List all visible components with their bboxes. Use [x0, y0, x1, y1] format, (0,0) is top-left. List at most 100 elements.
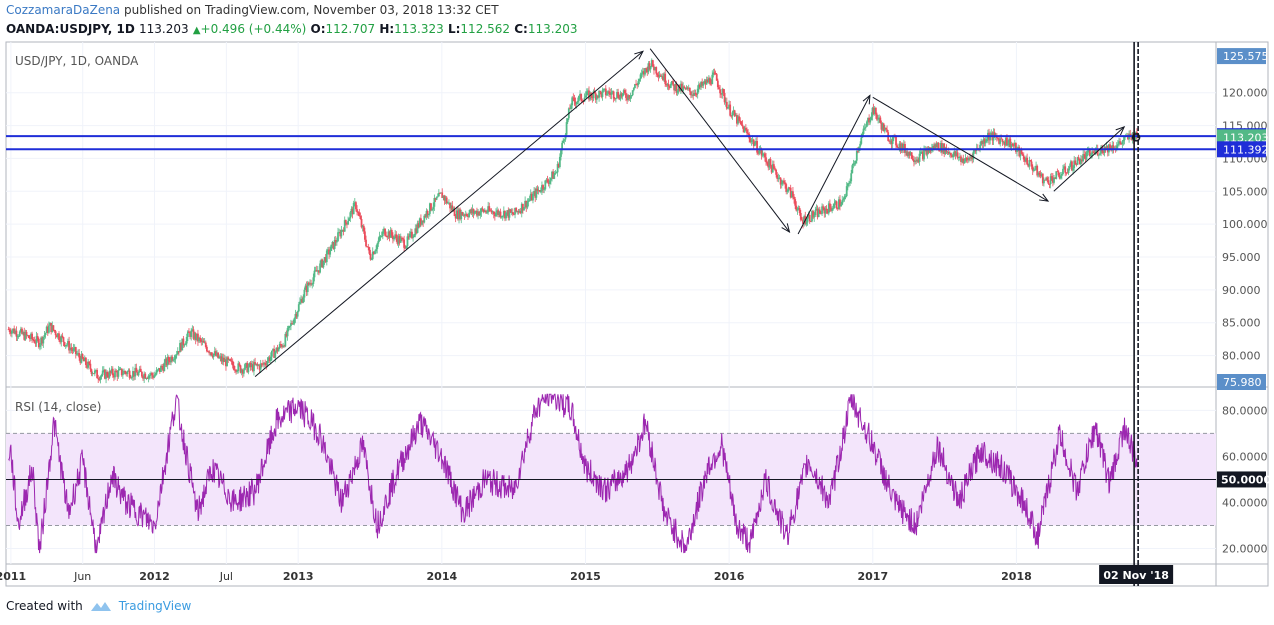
- candle-body: [1119, 141, 1122, 143]
- candle-body: [715, 74, 718, 81]
- price-label-box: [1217, 141, 1266, 158]
- candle-body: [71, 349, 74, 351]
- candle-body: [569, 108, 571, 110]
- candle-body: [644, 68, 646, 75]
- symbol-label[interactable]: OANDA:USDJPY, 1D: [6, 22, 135, 36]
- candle-body: [961, 158, 964, 163]
- price-axis[interactable]: 120.000115.000110.000105.000100.00095.00…: [1217, 48, 1269, 390]
- candle-body: [914, 160, 916, 163]
- candle-body: [173, 359, 176, 361]
- candle-body: [287, 326, 290, 329]
- candle-body: [695, 94, 698, 95]
- time-tick-label: 2011: [0, 570, 26, 583]
- trend-arrow-head: [1039, 193, 1050, 202]
- candle-body: [1028, 160, 1031, 167]
- candle-body: [141, 371, 143, 377]
- candle-body: [369, 253, 372, 260]
- candle-body: [201, 340, 204, 342]
- candle-body: [958, 156, 961, 158]
- candle-body: [565, 122, 568, 135]
- candle-body: [143, 373, 146, 379]
- candle-body: [185, 336, 188, 344]
- horizontal-lines[interactable]: [6, 135, 1216, 151]
- candle-body: [310, 283, 313, 285]
- candle-body: [712, 72, 715, 75]
- candle-body: [418, 218, 421, 227]
- candle-body: [558, 156, 561, 168]
- candle-body: [414, 228, 417, 236]
- candle-body: [616, 92, 618, 98]
- candle-body: [216, 352, 218, 356]
- candle-body: [472, 209, 475, 214]
- candle-body: [78, 353, 81, 358]
- candle-body: [870, 116, 873, 120]
- candle-body: [650, 60, 653, 67]
- candle-body: [832, 207, 835, 209]
- candle-body: [238, 363, 241, 366]
- candle-body: [731, 112, 734, 117]
- candle-body: [1116, 144, 1119, 146]
- candle-body: [283, 345, 286, 347]
- up-arrow-icon: ▲: [192, 25, 201, 36]
- candle-body: [248, 362, 251, 367]
- candle-body: [855, 151, 858, 161]
- candle-body: [864, 126, 867, 128]
- candle-body: [118, 368, 121, 371]
- candle-body: [69, 347, 72, 351]
- candle-body: [507, 210, 510, 218]
- candle-body: [1129, 133, 1132, 136]
- candle-body: [792, 191, 794, 197]
- candle-body: [852, 163, 855, 166]
- candle-body: [956, 152, 959, 158]
- candle-body: [744, 127, 747, 130]
- candle-body: [1097, 154, 1100, 156]
- rsi-axis[interactable]: 80.0000 60.0000 40.0000 20.0000 50.0000: [1217, 404, 1271, 555]
- candle-body: [807, 214, 810, 218]
- candle-body: [673, 84, 676, 91]
- candle-body: [1043, 179, 1045, 184]
- candle-body: [325, 250, 328, 263]
- candle-body: [910, 152, 913, 159]
- rsi-value-box: [1217, 471, 1266, 488]
- candle-body: [1118, 141, 1120, 145]
- candle-body: [321, 259, 324, 268]
- candle-body: [299, 301, 301, 305]
- candle-body: [1022, 155, 1025, 160]
- trend-arrow-head: [1115, 126, 1126, 136]
- trend-arrows[interactable]: [254, 48, 1126, 377]
- candle-body: [950, 152, 952, 156]
- candle-body: [372, 251, 375, 255]
- candle-body: [192, 329, 195, 339]
- candle-body: [42, 337, 45, 344]
- candle-body: [617, 92, 620, 98]
- tradingview-link[interactable]: TradingView: [118, 599, 192, 613]
- trend-arrow-line: [254, 50, 644, 377]
- candle-body: [955, 152, 958, 156]
- candle-body: [44, 333, 47, 336]
- candle-body: [409, 231, 412, 234]
- candle-body: [964, 157, 967, 162]
- candle-body: [394, 234, 397, 237]
- candle-body: [292, 323, 295, 325]
- candle-body: [938, 149, 941, 152]
- author-link[interactable]: CozzamaraDaZena: [6, 3, 121, 17]
- candle-body: [797, 208, 800, 210]
- candle-body: [270, 350, 273, 357]
- candle-body: [586, 90, 589, 92]
- candle-body: [880, 122, 883, 130]
- candle-body: [120, 368, 123, 376]
- candle-body: [383, 228, 385, 232]
- candle-body: [234, 369, 236, 371]
- time-axis[interactable]: 2011 Jun 2012 Jul 2013 2014 2015 2016 2017 2018 02…: [0, 565, 1174, 584]
- candle-body: [124, 371, 127, 373]
- candle-body: [490, 210, 493, 213]
- candle-body: [514, 207, 516, 215]
- candle-body: [1000, 138, 1003, 140]
- candle-body: [613, 98, 616, 100]
- candle-body: [600, 92, 603, 97]
- publish-text: published on TradingView.com, November 0…: [124, 3, 499, 17]
- candle-body: [848, 183, 850, 184]
- candle-body: [259, 363, 262, 370]
- candle-body: [226, 357, 228, 367]
